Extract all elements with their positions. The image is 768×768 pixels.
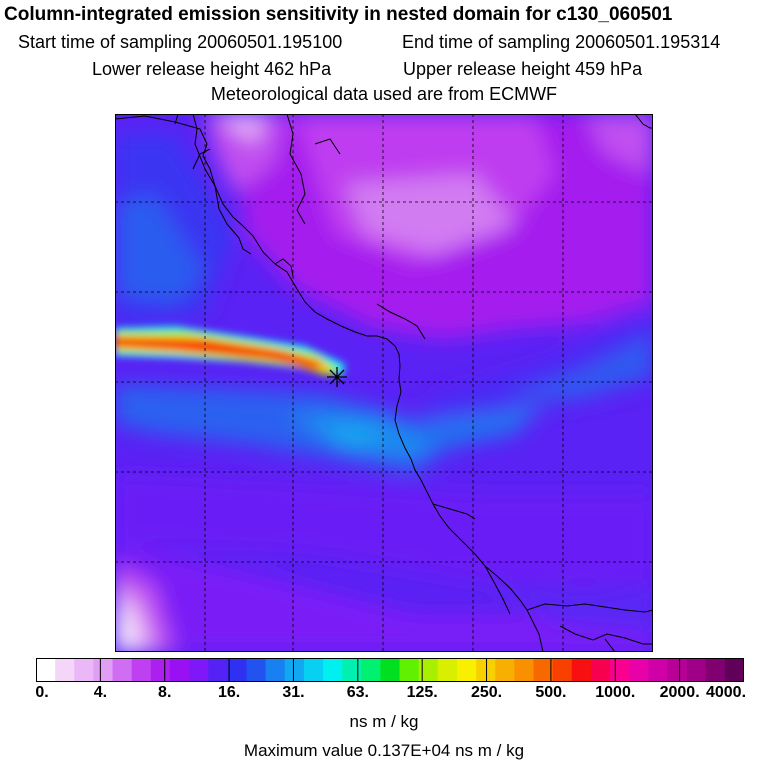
- colorbar: [36, 658, 744, 682]
- colorbar-cell: [303, 658, 324, 682]
- colorbar-cell: [437, 658, 458, 682]
- colorbar-cell: [323, 658, 343, 682]
- colorbar-tick-label: 0.: [35, 684, 49, 701]
- lower-release-height: Lower release height 462 hPa: [92, 59, 332, 79]
- colorbar-cell: [648, 658, 669, 682]
- colorbar-cell: [456, 658, 477, 682]
- colorbar-tick-label: 63.: [346, 684, 369, 701]
- colorbar-tick-label: 4.: [93, 684, 108, 701]
- colorbar-cell: [265, 658, 286, 682]
- colorbar-cell: [131, 658, 152, 682]
- colorbar-cell: [112, 658, 133, 682]
- colorbar-cell: [55, 658, 75, 682]
- met-data-source: Meteorological data used are from ECMWF: [210, 84, 558, 104]
- colorbar-cell: [571, 658, 592, 682]
- colorbar-cell: [629, 658, 649, 682]
- colorbar-tick-label: 4000.: [705, 684, 747, 701]
- colorbar-cell: [342, 658, 362, 682]
- map-title: Column-integrated emission sensitivity i…: [4, 4, 673, 25]
- colorbar-cell: [686, 658, 707, 682]
- colorbar-cell: [590, 658, 611, 682]
- emission-sensitivity-map: [115, 114, 653, 652]
- colorbar-cell: [246, 658, 267, 682]
- sensitivity-field: [115, 114, 653, 652]
- colorbar-cell: [705, 658, 726, 682]
- colorbar-tick-label: 2000.: [659, 684, 700, 701]
- colorbar-cell: [552, 658, 573, 682]
- colorbar-tick-label: 31.: [282, 684, 305, 701]
- colorbar-cell: [399, 658, 420, 682]
- colorbar-units: ns m / kg: [349, 712, 419, 731]
- colorbar-tick-label: 16.: [217, 684, 241, 701]
- colorbar-cell: [476, 658, 496, 682]
- colorbar-cell: [208, 658, 228, 682]
- colorbar-cell: [227, 658, 248, 682]
- colorbar-cell: [150, 658, 171, 682]
- colorbar-tick-label: 500.: [535, 684, 567, 701]
- colorbar-cell: [284, 658, 305, 682]
- upper-release-height: Upper release height 459 hPa: [403, 59, 643, 79]
- colorbar-cell: [93, 658, 114, 682]
- colorbar-cell: [380, 658, 401, 682]
- colorbar-cell: [36, 658, 56, 682]
- colorbar-cell: [610, 658, 630, 682]
- colorbar-cell: [418, 658, 439, 682]
- colorbar-cell: [169, 658, 190, 682]
- colorbar-cell: [495, 658, 515, 682]
- colorbar-tick-label: 125.: [406, 684, 438, 701]
- colorbar-cell: [533, 658, 554, 682]
- start-time: Start time of sampling 20060501.195100: [18, 32, 343, 52]
- end-time: End time of sampling 20060501.195314: [402, 32, 721, 52]
- colorbar-cell: [74, 658, 95, 682]
- coastlines: [115, 114, 653, 652]
- map-frame: [115, 114, 653, 652]
- colorbar-cell: [667, 658, 688, 682]
- maximum-value: Maximum value 0.137E+04 ns m / kg: [243, 741, 525, 760]
- release-point-marker: [327, 367, 347, 387]
- colorbar-tick-label: 1000.: [595, 684, 636, 701]
- colorbar-cell: [514, 658, 535, 682]
- colorbar-cell: [724, 658, 744, 682]
- colorbar-cell: [361, 658, 382, 682]
- colorbar-cell: [189, 658, 209, 682]
- colorbar-tick-label: 250.: [470, 684, 503, 701]
- colorbar-tick-label: 8.: [158, 684, 172, 701]
